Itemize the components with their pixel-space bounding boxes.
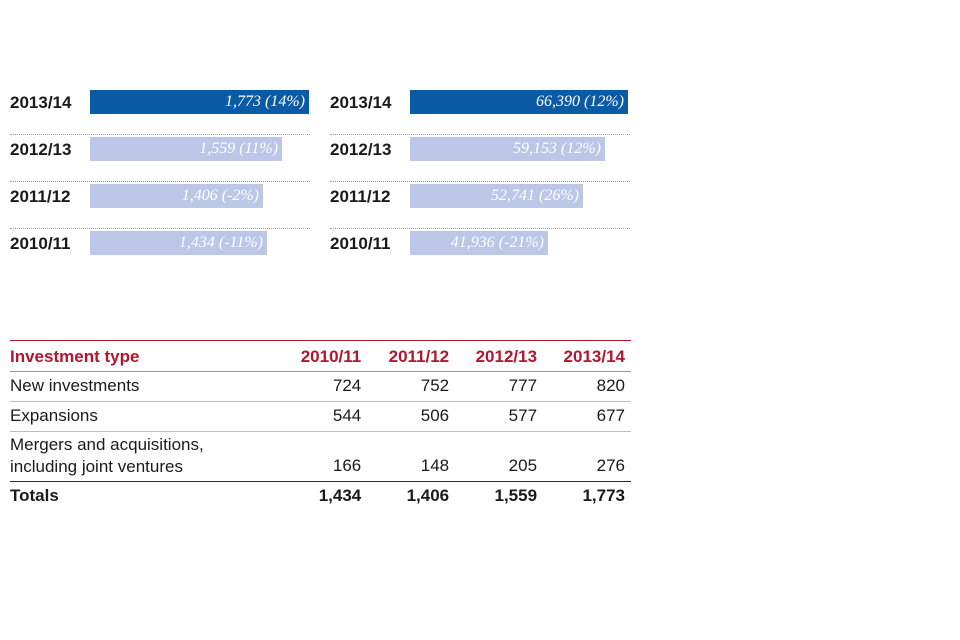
bar-value-label: 1,434 (-11%) — [178, 234, 263, 251]
bar: 1,434 (-11%) — [90, 231, 267, 255]
category-label: 2013/14 — [330, 93, 392, 112]
table-header-row: Investment type 2010/11 2011/12 2012/13 … — [10, 340, 631, 372]
totals-label: Totals — [10, 486, 59, 505]
bar: 41,936 (-21%) — [410, 231, 548, 255]
bar-value-label: 41,936 (-21%) — [450, 234, 544, 251]
column-header: 2012/13 — [455, 340, 544, 372]
row-label: Mergers and acquisitions, including joint… — [10, 431, 280, 482]
table-cell: 777 — [455, 371, 544, 402]
table-cell: 148 — [367, 431, 456, 482]
bar-row: 2012/13 59,153 (12%) — [330, 135, 630, 182]
bar: 52,741 (26%) — [410, 184, 583, 208]
row-label: New investments — [10, 371, 280, 402]
table-cell: 276 — [543, 431, 631, 482]
bar: 66,390 (12%) — [410, 90, 628, 114]
category-label: 2011/12 — [330, 187, 391, 206]
bar: 1,559 (11%) — [90, 137, 282, 161]
bar-row: 2011/12 52,741 (26%) — [330, 182, 630, 229]
table-row: New investments 724 752 777 820 — [10, 371, 631, 402]
row-label: Expansions — [10, 401, 280, 432]
table-cell: 577 — [455, 401, 544, 432]
bar-row: 2010/11 41,936 (-21%) — [330, 229, 630, 275]
bar-value-label: 66,390 (12%) — [536, 93, 624, 110]
category-label: 2011/12 — [10, 187, 71, 206]
bar-row: 2011/12 1,406 (-2%) — [10, 182, 310, 229]
table-row: Mergers and acquisitions, including joint… — [10, 431, 631, 482]
category-label: 2010/11 — [330, 234, 391, 253]
bar: 59,153 (12%) — [410, 137, 605, 161]
totals-cell: 1,406 — [406, 486, 450, 505]
bar-row: 2013/14 66,390 (12%) — [330, 88, 630, 135]
totals-cell: 1,559 — [494, 486, 538, 505]
table-cell: 820 — [543, 371, 631, 402]
table-cell: 724 — [279, 371, 368, 402]
bar: 1,406 (-2%) — [90, 184, 263, 208]
table-cell: 205 — [455, 431, 544, 482]
bar-value-label: 1,559 (11%) — [199, 140, 278, 157]
investment-type-table: Investment type 2010/11 2011/12 2012/13 … — [10, 340, 631, 511]
category-label: 2010/11 — [10, 234, 71, 253]
category-label: 2012/13 — [10, 140, 72, 159]
column-header: 2010/11 — [279, 340, 368, 372]
table-cell: 752 — [367, 371, 456, 402]
column-header: Investment type — [10, 340, 280, 372]
totals-cell: 1,773 — [582, 486, 625, 505]
row-label-line: New investments — [10, 376, 140, 395]
projects-bar-chart: 2013/14 1,773 (14%) 2012/13 1,559 (11%) 2011… — [10, 88, 310, 275]
table-cell: 166 — [279, 431, 368, 482]
jobs-bar-chart: 2013/14 66,390 (12%) 2012/13 59,153 (12%) 20… — [330, 88, 630, 275]
row-label-line: including joint ventures — [10, 457, 183, 476]
bar-value-label: 1,406 (-2%) — [181, 187, 259, 204]
row-label-line: Expansions — [10, 406, 98, 425]
bar-row: 2010/11 1,434 (-11%) — [10, 229, 310, 275]
totals-row: Totals 1,434 1,406 1,559 1,773 — [10, 482, 631, 512]
bar: 1,773 (14%) — [90, 90, 309, 114]
bar-row: 2012/13 1,559 (11%) — [10, 135, 310, 182]
row-label-line: Mergers and acquisitions, — [10, 435, 204, 454]
table-cell: 544 — [279, 401, 368, 432]
totals-cell: 1,434 — [318, 486, 362, 505]
table-cell: 506 — [367, 401, 456, 432]
bar-value-label: 52,741 (26%) — [491, 187, 579, 204]
column-header: 2013/14 — [543, 340, 631, 372]
bar-row: 2013/14 1,773 (14%) — [10, 88, 310, 135]
table-cell: 677 — [543, 401, 631, 432]
bar-value-label: 1,773 (14%) — [225, 93, 305, 110]
category-label: 2013/14 — [10, 93, 72, 112]
category-label: 2012/13 — [330, 140, 392, 159]
bar-value-label: 59,153 (12%) — [513, 140, 601, 157]
table-row: Expansions 544 506 577 677 — [10, 401, 631, 432]
column-header: 2011/12 — [367, 340, 456, 372]
